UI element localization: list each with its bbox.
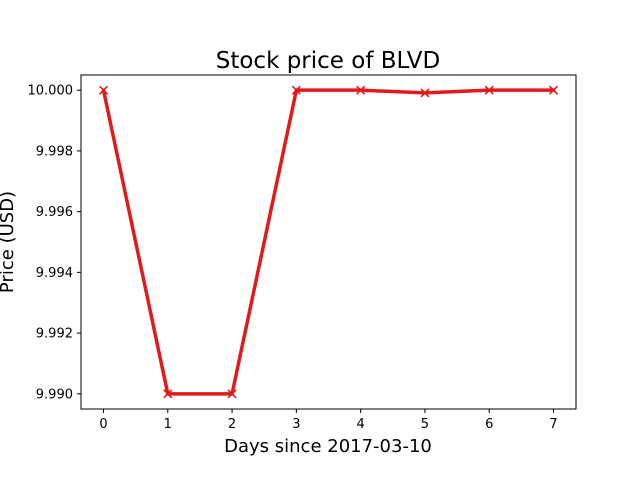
marker-stroke [548, 85, 559, 95]
x-tick-label: 1 [164, 417, 172, 432]
y-tick-label: 9.996 [36, 205, 73, 220]
data-point-marker [484, 85, 494, 95]
y-axis-label: Price (USD) [0, 191, 18, 293]
plot-frame [80, 74, 577, 410]
x-tick-label: 7 [549, 417, 557, 432]
y-axis-ticks: 9.990 9.992 9.994 9.996 9.998 10.000 [28, 84, 81, 402]
y-tick-label: 9.990 [36, 387, 73, 402]
x-axis-ticks: 0 1 2 3 4 5 6 7 [99, 409, 558, 432]
y-tick-label: 9.998 [36, 144, 73, 159]
series-layer [98, 85, 559, 399]
data-point-marker [548, 85, 559, 95]
y-tick-label: 10.000 [28, 84, 74, 99]
marker-stroke [98, 85, 109, 95]
chart-title: Stock price of BLVD [216, 48, 441, 74]
data-point-marker [227, 389, 237, 399]
x-tick-label: 5 [421, 417, 429, 432]
marker-stroke [356, 85, 366, 95]
data-point-marker [98, 85, 109, 95]
marker-stroke [420, 88, 430, 98]
data-point-marker [420, 88, 430, 98]
x-tick-label: 6 [485, 417, 493, 432]
x-tick-label: 4 [357, 417, 365, 432]
data-point-marker [291, 85, 301, 95]
x-tick-label: 3 [292, 417, 300, 432]
plot-area: 0 1 2 3 4 5 6 7 9.990 9.992 9.994 9.996 9.998 10.000 [28, 74, 577, 432]
data-point-marker [356, 85, 366, 95]
y-tick-label: 9.992 [36, 327, 73, 342]
marker-stroke [163, 389, 173, 399]
y-tick-label: 9.994 [36, 266, 73, 281]
marker-stroke [484, 85, 494, 95]
x-tick-label: 2 [228, 417, 236, 432]
data-point-marker [163, 389, 173, 399]
marker-stroke [227, 389, 237, 399]
x-axis-label: Days since 2017-03-10 [224, 436, 432, 457]
marker-stroke [291, 85, 301, 95]
price-line [101, 88, 556, 396]
x-tick-label: 0 [99, 417, 107, 432]
